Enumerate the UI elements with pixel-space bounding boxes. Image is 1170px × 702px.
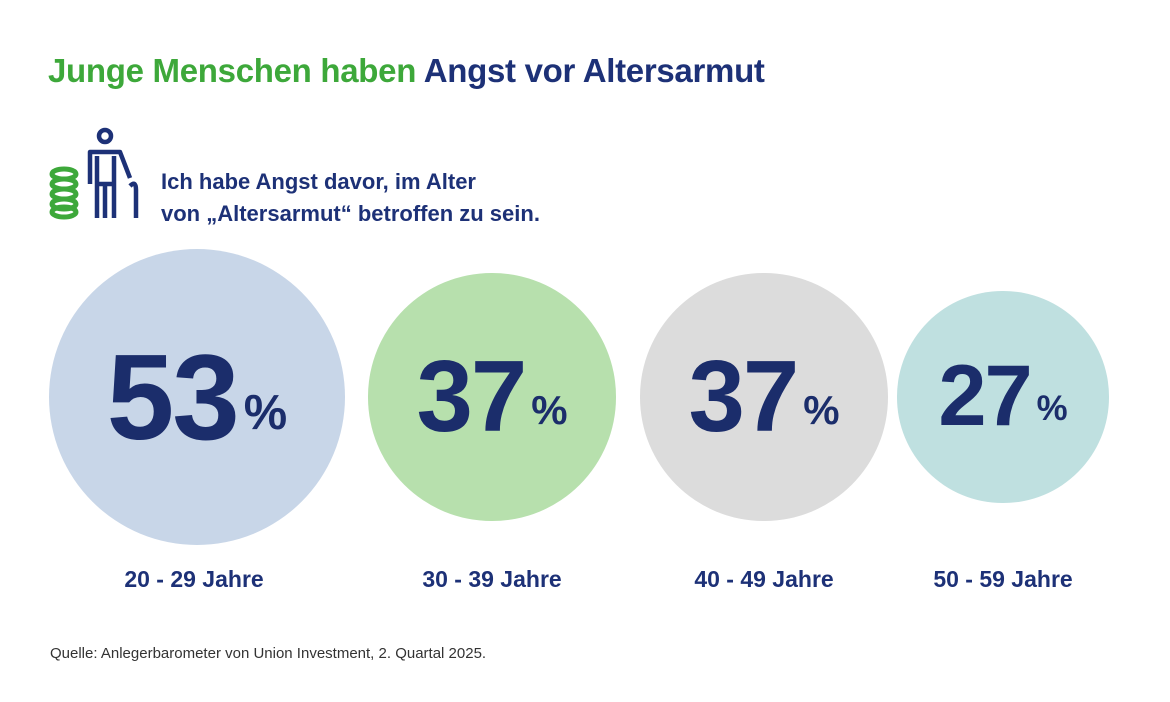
bubble-3: 37%: [640, 273, 888, 521]
bubble-value: 27: [938, 348, 1032, 445]
bubble-unit: %: [803, 387, 840, 434]
bubble-unit: %: [531, 387, 568, 434]
question-line-2: von „Altersarmut“ betroffen zu sein.: [161, 201, 540, 226]
category-label: 30 - 39 Jahre: [422, 566, 562, 592]
bubble-unit: %: [243, 386, 288, 441]
title-blue: Angst vor Altersarmut: [423, 52, 765, 89]
question-line-1: Ich habe Angst davor, im Alter: [161, 169, 476, 194]
elderly-person-with-coins-icon: [49, 127, 139, 220]
category-label: 40 - 49 Jahre: [694, 566, 834, 592]
bubble-4: 27%: [897, 291, 1109, 503]
bubble-1: 53%: [49, 249, 345, 545]
question-text: Ich habe Angst davor, im Alter von „Alte…: [161, 166, 540, 230]
category-label: 50 - 59 Jahre: [933, 566, 1073, 592]
bubble-value: 37: [416, 339, 527, 453]
bubble-unit: %: [1036, 388, 1068, 428]
category-label: 20 - 29 Jahre: [124, 566, 264, 592]
bubble-value: 53: [106, 329, 240, 465]
bubble-2: 37%: [368, 273, 616, 521]
bubble-value: 37: [688, 339, 799, 453]
page-title: Junge Menschen haben Angst vor Altersarm…: [48, 52, 765, 90]
source-note: Quelle: Anlegerbarometer von Union Inves…: [50, 645, 487, 662]
title-green: Junge Menschen haben: [48, 52, 417, 89]
